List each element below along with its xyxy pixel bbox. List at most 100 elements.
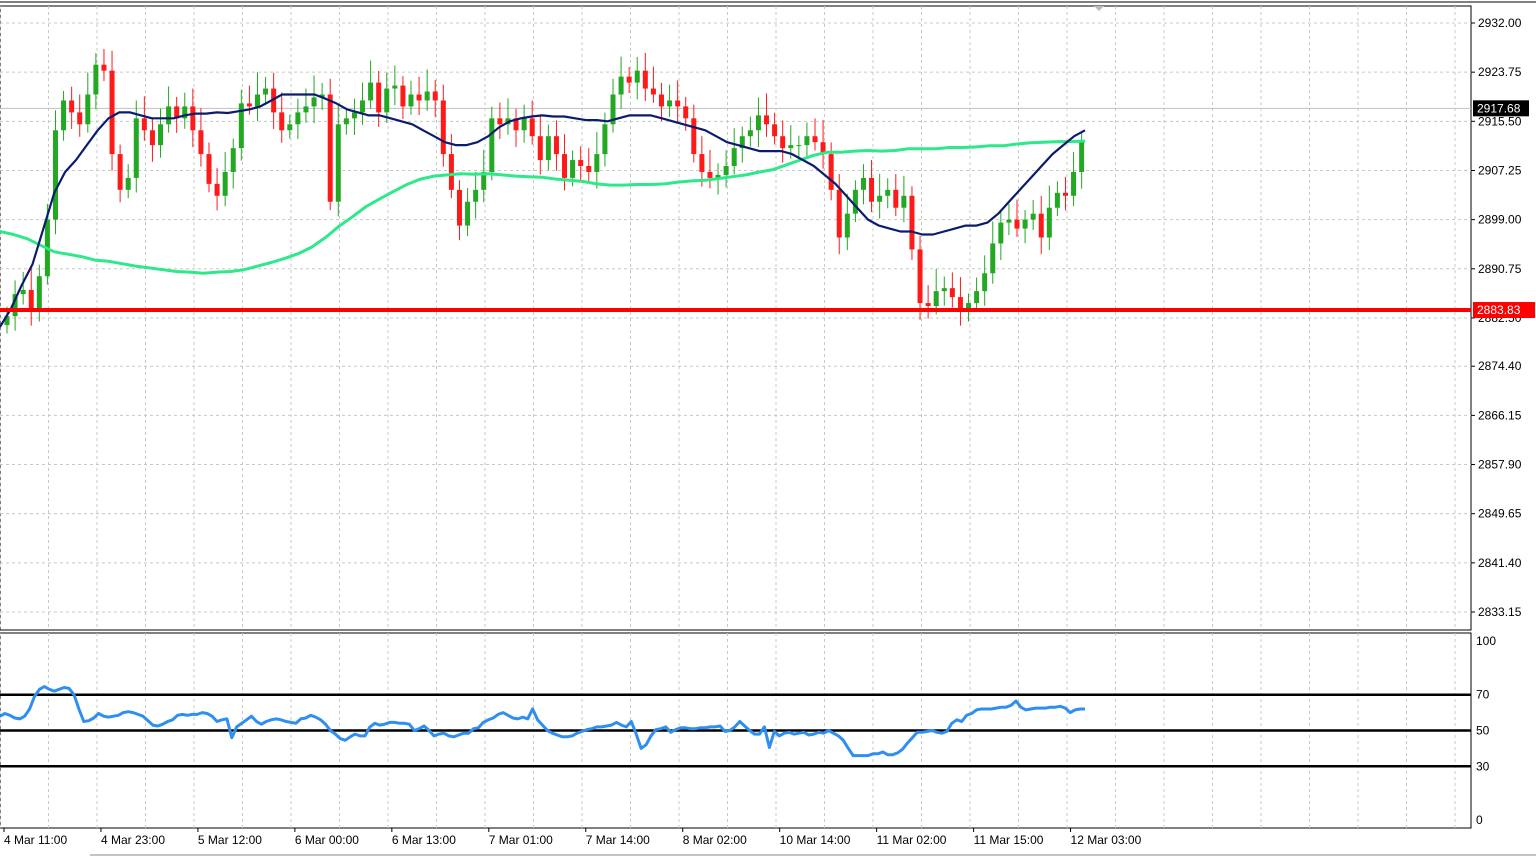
candle[interactable] — [982, 255, 988, 306]
candle[interactable] — [731, 128, 737, 175]
candle[interactable] — [1022, 210, 1028, 244]
candle[interactable] — [545, 124, 551, 171]
candle[interactable] — [634, 56, 640, 100]
candle[interactable] — [36, 264, 42, 322]
candle[interactable] — [1046, 185, 1052, 251]
candle[interactable] — [400, 76, 406, 119]
candle[interactable] — [804, 122, 810, 158]
candle[interactable] — [1014, 199, 1020, 237]
candle[interactable] — [578, 146, 584, 181]
candle[interactable] — [61, 90, 67, 141]
candle[interactable] — [343, 108, 349, 135]
candle[interactable] — [432, 79, 438, 118]
candle[interactable] — [327, 78, 333, 211]
candle[interactable] — [279, 92, 285, 143]
candle[interactable] — [1071, 152, 1077, 207]
candle[interactable] — [667, 84, 673, 117]
candle[interactable] — [214, 168, 220, 211]
candle[interactable] — [747, 116, 753, 147]
candle[interactable] — [335, 104, 341, 217]
candle[interactable] — [263, 76, 269, 105]
candle[interactable] — [642, 52, 648, 102]
candle[interactable] — [941, 276, 947, 306]
candle[interactable] — [675, 80, 681, 124]
candle[interactable] — [158, 108, 164, 158]
candle[interactable] — [513, 108, 519, 147]
candle[interactable] — [489, 106, 495, 181]
candle[interactable] — [974, 277, 980, 312]
candle[interactable] — [174, 96, 180, 133]
candle[interactable] — [271, 72, 277, 130]
candle[interactable] — [764, 93, 770, 137]
candle[interactable] — [877, 173, 883, 219]
candle[interactable] — [28, 267, 34, 326]
candle[interactable] — [198, 108, 204, 167]
candle[interactable] — [77, 94, 83, 137]
candle[interactable] — [117, 144, 123, 203]
candle[interactable] — [537, 114, 543, 175]
candle[interactable] — [440, 84, 446, 167]
candle[interactable] — [780, 120, 786, 163]
candle[interactable] — [109, 50, 115, 171]
candle[interactable] — [384, 72, 390, 123]
candle[interactable] — [925, 285, 931, 319]
candle[interactable] — [206, 142, 212, 193]
candle[interactable] — [618, 56, 624, 110]
candle[interactable] — [885, 178, 891, 209]
candle[interactable] — [1006, 203, 1012, 236]
candle[interactable] — [957, 277, 963, 326]
candle[interactable] — [586, 148, 592, 183]
candle[interactable] — [481, 149, 487, 203]
candle[interactable] — [966, 293, 972, 322]
candle[interactable] — [893, 174, 899, 217]
candle[interactable] — [723, 150, 729, 188]
candle[interactable] — [933, 269, 939, 315]
candle[interactable] — [360, 82, 366, 125]
candle[interactable] — [869, 160, 875, 213]
candle[interactable] — [141, 96, 147, 141]
candle[interactable] — [230, 138, 236, 189]
candle[interactable] — [529, 100, 535, 145]
candle[interactable] — [12, 280, 18, 331]
candle[interactable] — [351, 98, 357, 136]
candle[interactable] — [93, 53, 99, 110]
candle[interactable] — [166, 86, 172, 133]
candle[interactable] — [1030, 199, 1036, 231]
candle[interactable] — [376, 70, 382, 127]
candle[interactable] — [424, 69, 430, 111]
candle[interactable] — [408, 80, 414, 115]
candle[interactable] — [222, 152, 228, 207]
candle[interactable] — [755, 97, 761, 147]
candle[interactable] — [368, 60, 374, 109]
candle[interactable] — [149, 118, 155, 162]
candle[interactable] — [812, 118, 818, 151]
candle[interactable] — [182, 92, 188, 129]
candle[interactable] — [287, 114, 293, 139]
candle[interactable] — [85, 72, 91, 133]
candle[interactable] — [990, 221, 996, 284]
candle[interactable] — [465, 188, 471, 237]
candle[interactable] — [497, 102, 503, 139]
candle[interactable] — [456, 180, 462, 241]
candle[interactable] — [416, 76, 422, 116]
candle[interactable] — [311, 75, 317, 124]
candle[interactable] — [20, 272, 26, 305]
candle[interactable] — [254, 72, 260, 122]
candle[interactable] — [521, 104, 527, 143]
candle[interactable] — [909, 186, 915, 260]
candle[interactable] — [69, 86, 75, 130]
candle[interactable] — [650, 66, 656, 103]
candle[interactable] — [594, 132, 600, 189]
candle[interactable] — [626, 67, 632, 94]
candle[interactable] — [901, 175, 907, 223]
candle[interactable] — [707, 149, 713, 189]
candle[interactable] — [691, 104, 697, 163]
candle[interactable] — [553, 120, 559, 171]
candle[interactable] — [820, 120, 826, 169]
candle[interactable] — [860, 164, 866, 205]
candle[interactable] — [772, 112, 778, 145]
candle[interactable] — [610, 78, 616, 133]
shift-marker-icon[interactable] — [1094, 6, 1104, 11]
